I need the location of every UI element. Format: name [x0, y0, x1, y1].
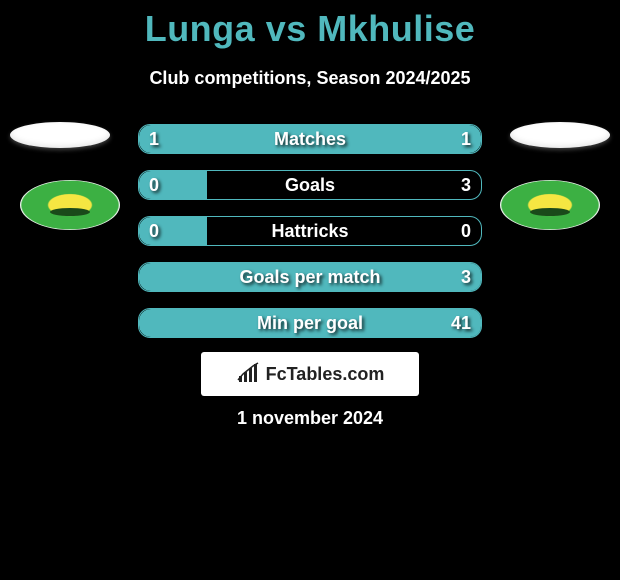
stat-value-right: 41 [451, 309, 471, 337]
stat-row: 0Goals3 [138, 170, 482, 200]
club-logo-left [20, 180, 120, 230]
stat-label: Hattricks [139, 217, 481, 245]
stat-row: Goals per match3 [138, 262, 482, 292]
stat-label: Goals [139, 171, 481, 199]
brand-text: FcTables.com [266, 364, 385, 385]
brand-box: FcTables.com [201, 352, 419, 396]
stats-container: 1Matches10Goals30Hattricks0Goals per mat… [138, 124, 482, 354]
player-photo-right [510, 122, 610, 148]
player-photo-left [10, 122, 110, 148]
stat-label: Goals per match [139, 263, 481, 291]
stat-label: Min per goal [139, 309, 481, 337]
club-logo-right [500, 180, 600, 230]
stat-row: 1Matches1 [138, 124, 482, 154]
subtitle: Club competitions, Season 2024/2025 [0, 68, 620, 89]
stat-value-right: 3 [461, 171, 471, 199]
stat-value-right: 0 [461, 217, 471, 245]
stat-value-right: 1 [461, 125, 471, 153]
page-title: Lunga vs Mkhulise [0, 0, 620, 50]
stat-value-right: 3 [461, 263, 471, 291]
stat-label: Matches [139, 125, 481, 153]
date-label: 1 november 2024 [0, 408, 620, 429]
stat-row: Min per goal41 [138, 308, 482, 338]
chart-icon [236, 362, 260, 386]
stat-row: 0Hattricks0 [138, 216, 482, 246]
